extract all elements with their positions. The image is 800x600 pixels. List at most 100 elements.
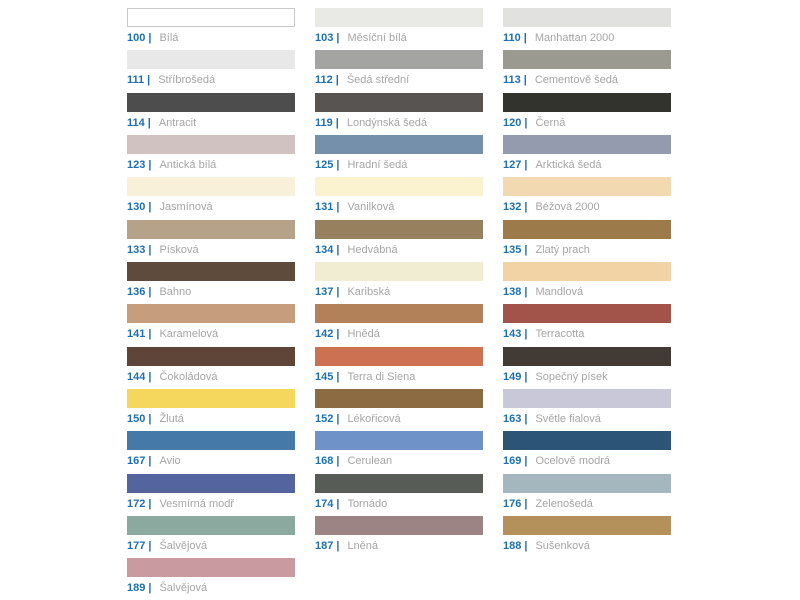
color-swatch[interactable] (315, 431, 483, 451)
swatch-separator: | (524, 413, 528, 426)
swatch-code: 125 (315, 159, 334, 172)
color-swatch[interactable] (127, 304, 295, 324)
color-swatch[interactable] (315, 473, 483, 493)
color-swatch-cell: 123 | Antická bílá (127, 135, 295, 177)
swatch-separator: | (524, 243, 528, 256)
color-swatch[interactable] (503, 473, 671, 493)
color-swatch[interactable] (503, 92, 671, 112)
color-swatch[interactable] (503, 8, 671, 27)
color-swatch[interactable] (503, 219, 671, 239)
swatch-code: 138 (503, 286, 522, 299)
color-swatch[interactable] (503, 389, 671, 409)
swatch-code: 131 (315, 201, 334, 214)
swatch-code: 137 (315, 286, 334, 299)
swatch-label: 111 | Stříbrošedá (127, 74, 295, 86)
color-swatch[interactable] (503, 177, 671, 197)
palette-column-1: 100 | Bílá 111 | Stříbrošedá 114 | Antracit 12… (127, 8, 295, 600)
color-swatch-cell: 112 | Šedá střední (315, 50, 483, 92)
color-swatch[interactable] (127, 389, 295, 409)
color-swatch[interactable] (127, 346, 295, 366)
color-swatch-cell: 188 | Sušenková (503, 516, 671, 558)
swatch-name: Antracit (158, 116, 197, 129)
color-swatch[interactable] (503, 135, 671, 155)
color-swatch-cell: 138 | Mandlová (503, 262, 671, 304)
swatch-code: 120 (503, 116, 522, 129)
color-swatch[interactable] (127, 431, 295, 451)
swatch-label: 110 | Manhattan 2000 (503, 32, 671, 44)
color-swatch[interactable] (315, 8, 483, 27)
swatch-code: 136 (127, 286, 146, 299)
color-swatch[interactable] (315, 389, 483, 409)
color-swatch[interactable] (315, 135, 483, 155)
color-swatch[interactable] (127, 8, 295, 27)
color-swatch-cell: 152 | Lékořicová (315, 389, 483, 431)
swatch-label: 152 | Lékořicová (315, 413, 483, 425)
color-swatch-cell: 169 | Ocelově modrá (503, 431, 671, 473)
color-swatch[interactable] (315, 262, 483, 282)
swatch-name: Sušenková (535, 540, 590, 553)
color-swatch-cell: 174 | Tornádo (315, 473, 483, 516)
color-swatch[interactable] (503, 262, 671, 282)
color-swatch-cell: 100 | Bílá (127, 8, 295, 50)
color-swatch[interactable] (503, 516, 671, 536)
swatch-label: 136 | Bahno (127, 286, 295, 298)
color-swatch[interactable] (315, 219, 483, 239)
color-swatch-cell: 141 | Karamelová (127, 304, 295, 346)
swatch-name: Šalvějová (159, 582, 208, 595)
color-swatch[interactable] (127, 50, 295, 70)
color-swatch-cell: 149 | Sopečný písek (503, 346, 671, 389)
swatch-label: 169 | Ocelově modrá (503, 455, 671, 467)
swatch-label: 174 | Tornádo (315, 498, 483, 510)
swatch-code: 189 (127, 582, 146, 595)
color-swatch[interactable] (503, 431, 671, 451)
swatch-name: Čokoládová (159, 370, 218, 383)
swatch-name: Londýnská šedá (346, 116, 427, 129)
swatch-separator: | (336, 286, 340, 299)
color-swatch[interactable] (127, 135, 295, 155)
swatch-code: 114 (127, 116, 145, 129)
swatch-name: Karibská (347, 286, 391, 299)
swatch-name: Arktická šedá (535, 159, 602, 172)
color-swatch[interactable] (127, 92, 295, 112)
swatch-separator: | (523, 74, 527, 87)
swatch-label: 189 | Šalvějová (127, 582, 295, 594)
swatch-name: Hradní šedá (347, 159, 408, 172)
color-swatch[interactable] (315, 516, 483, 536)
swatch-name: Písková (159, 243, 199, 256)
color-swatch-cell: 163 | Světle fialová (503, 389, 671, 431)
color-swatch-cell: 120 | Černá (503, 92, 671, 135)
color-swatch[interactable] (127, 262, 295, 282)
swatch-separator: | (336, 159, 340, 172)
color-swatch[interactable] (127, 558, 295, 578)
swatch-separator: | (148, 455, 152, 468)
swatch-separator: | (148, 497, 152, 510)
color-swatch-cell: 134 | Hedvábná (315, 219, 483, 262)
swatch-separator: | (336, 201, 340, 214)
color-swatch[interactable] (315, 304, 483, 324)
color-swatch[interactable] (127, 516, 295, 536)
color-swatch-cell: 142 | Hnědá (315, 304, 483, 346)
color-swatch[interactable] (503, 304, 671, 324)
color-swatch[interactable] (127, 177, 295, 197)
swatch-separator: | (148, 286, 152, 299)
color-swatch[interactable] (315, 92, 483, 112)
color-swatch[interactable] (315, 346, 483, 366)
color-swatch[interactable] (315, 50, 483, 70)
color-swatch-cell: 135 | Zlatý prach (503, 219, 671, 262)
swatch-label: 103 | Měsíční bílá (315, 32, 483, 44)
color-swatch[interactable] (315, 177, 483, 197)
swatch-name: Šedá střední (346, 74, 410, 87)
color-swatch[interactable] (503, 346, 671, 366)
swatch-code: 144 (127, 370, 146, 383)
color-swatch[interactable] (503, 50, 671, 70)
swatch-label: 143 | Terracotta (503, 328, 671, 340)
swatch-separator: | (524, 201, 528, 214)
swatch-separator: | (148, 370, 152, 383)
swatch-separator: | (336, 540, 340, 553)
color-swatch-cell: 136 | Bahno (127, 262, 295, 304)
swatch-code: 133 (127, 243, 146, 256)
swatch-name: Šalvějová (159, 540, 208, 553)
color-swatch[interactable] (127, 473, 295, 493)
color-swatch[interactable] (127, 219, 295, 239)
